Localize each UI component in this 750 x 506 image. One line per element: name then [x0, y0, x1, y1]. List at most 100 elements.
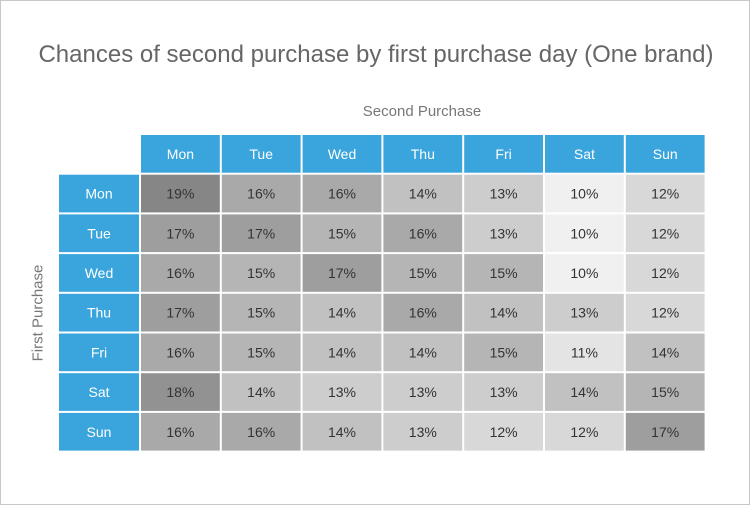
heatmap-cell-wed-sun: [625, 254, 705, 292]
column-header-fri: [464, 135, 543, 173]
heatmap-cell-fri-thu: [383, 333, 463, 372]
heatmap-cell-sun-tue: [221, 412, 301, 451]
column-header-label-mon: Mon: [167, 146, 194, 162]
heatmap-cell-wed-mon: [141, 254, 220, 292]
column-header-label-tue: Tue: [249, 146, 273, 162]
heatmap-cell-thu-sun: [625, 293, 705, 332]
heatmap-cell-fri-tue: [221, 333, 301, 372]
heatmap-cell-label-wed-sun: 12%: [651, 265, 679, 281]
heatmap-cell-label-tue-sun: 12%: [651, 225, 679, 241]
heatmap-cell-sat-tue: [221, 373, 301, 411]
heatmap-cell-label-tue-fri: 13%: [490, 225, 518, 241]
heatmap-cell-mon-tue: [221, 174, 301, 213]
heatmap-cell-label-tue-mon: 17%: [166, 225, 194, 241]
heatmap-cell-label-sun-sat: 12%: [570, 424, 598, 440]
column-header-label-sun: Sun: [653, 146, 678, 162]
column-header-label-thu: Thu: [411, 146, 435, 162]
column-header-sun: [625, 135, 705, 173]
heatmap-cell-label-mon-fri: 13%: [490, 186, 518, 202]
heatmap-cell-label-thu-thu: 16%: [409, 305, 437, 321]
heatmap-cell-tue-sun: [625, 214, 705, 253]
chart-title: Chances of second purchase by first purc…: [38, 41, 714, 68]
heatmap-cell-wed-tue: [221, 254, 301, 292]
column-header-wed: [302, 135, 382, 173]
heatmap-cell-label-thu-fri: 14%: [490, 305, 518, 321]
heatmap-cell-label-tue-wed: 15%: [328, 225, 356, 241]
column-header-label-fri: Fri: [495, 146, 511, 162]
heatmap-cell-label-thu-tue: 15%: [247, 305, 275, 321]
heatmap-cell-label-mon-thu: 14%: [409, 186, 437, 202]
heatmap-cell-label-sat-mon: 18%: [166, 384, 194, 400]
heatmap-cell-label-sun-thu: 13%: [409, 424, 437, 440]
column-header-tue: [221, 135, 301, 173]
heatmap-cell-label-fri-sun: 14%: [651, 344, 679, 360]
heatmap-cell-sat-sun: [625, 373, 705, 411]
heatmap-cell-wed-sat: [545, 254, 624, 292]
row-header-label-mon: Mon: [85, 186, 112, 202]
heatmap-cell-thu-tue: [221, 293, 301, 332]
heatmap-cell-sun-sat: [545, 412, 624, 451]
heatmap-cell-fri-wed: [302, 333, 382, 372]
heatmap-cell-sat-wed: [302, 373, 382, 411]
heatmap-cell-wed-wed: [302, 254, 382, 292]
heatmap-cell-label-sun-wed: 14%: [328, 424, 356, 440]
heatmap-cell-label-fri-thu: 14%: [409, 344, 437, 360]
heatmap-cell-sun-fri: [464, 412, 543, 451]
heatmap-cell-label-thu-sun: 12%: [651, 305, 679, 321]
heatmap-cell-thu-wed: [302, 293, 382, 332]
column-header-thu: [383, 135, 463, 173]
heatmap-cell-label-mon-sat: 10%: [570, 186, 598, 202]
heatmap-cell-label-wed-wed: 17%: [328, 265, 356, 281]
row-header-label-wed: Wed: [85, 265, 114, 281]
heatmap-cell-label-sat-sat: 14%: [570, 384, 598, 400]
heatmap-cell-sat-mon: [141, 373, 220, 411]
heatmap-cell-label-fri-tue: 15%: [247, 344, 275, 360]
heatmap-cell-label-fri-fri: 15%: [490, 344, 518, 360]
heatmap-cell-label-mon-wed: 16%: [328, 186, 356, 202]
heatmap-cell-label-sun-mon: 16%: [166, 424, 194, 440]
heatmap-cell-tue-tue: [221, 214, 301, 253]
heatmap-cell-tue-mon: [141, 214, 220, 253]
row-header-label-fri: Fri: [91, 344, 107, 360]
heatmap-cell-label-mon-mon: 19%: [166, 186, 194, 202]
heatmap-cell-mon-wed: [302, 174, 382, 213]
column-header-mon: [141, 135, 220, 173]
heatmap-cell-label-sat-tue: 14%: [247, 384, 275, 400]
heatmap-cell-fri-sat: [545, 333, 624, 372]
heatmap-cell-sat-sat: [545, 373, 624, 411]
heatmap-cell-fri-mon: [141, 333, 220, 372]
heatmap-cell-label-sun-tue: 16%: [247, 424, 275, 440]
heatmap-cell-thu-mon: [141, 293, 220, 332]
heatmap-cell-label-sat-wed: 13%: [328, 384, 356, 400]
heatmap-cell-label-tue-tue: 17%: [247, 225, 275, 241]
heatmap-cell-label-thu-mon: 17%: [166, 305, 194, 321]
heatmap-cell-fri-fri: [464, 333, 543, 372]
heatmap-cell-tue-fri: [464, 214, 543, 253]
heatmap-cell-sun-thu: [383, 412, 463, 451]
heatmap-cell-label-sat-sun: 15%: [651, 384, 679, 400]
heatmap-cell-sat-fri: [464, 373, 543, 411]
row-header-label-sun: Sun: [87, 424, 112, 440]
heatmap-cell-label-sat-thu: 13%: [409, 384, 437, 400]
heatmap-cell-label-fri-mon: 16%: [166, 344, 194, 360]
row-header-fri: [59, 333, 139, 372]
heatmap-cell-tue-sat: [545, 214, 624, 253]
heatmap-cell-label-tue-sat: 10%: [570, 225, 598, 241]
heatmap-cell-label-mon-sun: 12%: [651, 186, 679, 202]
heatmap-cell-label-fri-sat: 11%: [571, 344, 598, 360]
heatmap-cell-label-sun-fri: 12%: [490, 424, 518, 440]
row-header-label-tue: Tue: [87, 225, 111, 241]
heatmap-cell-thu-thu: [383, 293, 463, 332]
heatmap-cell-mon-mon: [141, 174, 220, 213]
heatmap-cell-tue-wed: [302, 214, 382, 253]
heatmap-cell-thu-sat: [545, 293, 624, 332]
heatmap-cell-tue-thu: [383, 214, 463, 253]
column-header-label-sat: Sat: [574, 146, 595, 162]
row-header-sat: [59, 373, 139, 411]
row-header-thu: [59, 293, 139, 332]
heatmap-cell-label-sun-sun: 17%: [651, 424, 679, 440]
row-header-sun: [59, 412, 139, 451]
column-header-sat: [545, 135, 624, 173]
